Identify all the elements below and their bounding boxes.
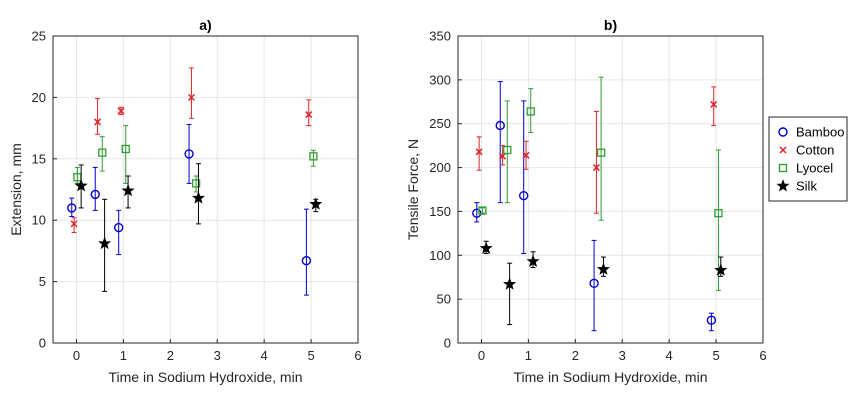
x-tick-label: 0 — [478, 348, 485, 363]
data-point — [117, 107, 125, 115]
data-point — [191, 179, 201, 188]
data-point — [184, 149, 194, 159]
legend-marker — [779, 146, 787, 154]
legend-marker — [778, 127, 788, 137]
data-point — [475, 148, 483, 156]
y-tick-label: 200 — [429, 160, 451, 175]
data-point — [495, 120, 505, 131]
legend-marker — [776, 179, 790, 192]
series-silk — [74, 163, 323, 292]
data-point — [301, 256, 312, 266]
x-tick-label: 6 — [759, 348, 766, 363]
series-silk — [479, 240, 728, 326]
data-point — [592, 164, 600, 172]
chart-title: a) — [199, 17, 211, 33]
chart-a: 0 1 2 3 4 5 6 0 5 10 15 20 25 a) Time in Sodium Hydrox… — [8, 17, 362, 385]
x-tick-label: 6 — [354, 348, 361, 363]
y-tick-label: 350 — [429, 29, 451, 44]
data-point — [526, 254, 540, 267]
x-tick-label: 3 — [214, 348, 221, 363]
data-point — [503, 145, 512, 155]
legend-label: Silk — [796, 179, 817, 194]
data-point — [305, 111, 313, 119]
series-cotton — [475, 86, 718, 214]
plot-border — [52, 35, 359, 344]
y-tick-label: 0 — [444, 336, 451, 351]
y-tick-label: 5 — [39, 274, 46, 289]
data-point — [187, 93, 195, 101]
data-point — [503, 277, 517, 290]
y-axis-label: Extension, mm — [8, 143, 24, 236]
data-point — [74, 178, 88, 192]
x-tick-label: 1 — [120, 348, 127, 363]
data-point — [596, 262, 610, 275]
x-tick-label: 1 — [525, 348, 532, 363]
x-tick-label: 0 — [73, 348, 80, 363]
data-point — [121, 144, 130, 154]
data-point — [309, 197, 323, 210]
x-tick-label: 4 — [666, 348, 673, 363]
series-bamboo — [472, 81, 717, 332]
data-point — [67, 203, 77, 213]
x-tick-label: 5 — [712, 348, 719, 363]
data-point — [589, 278, 599, 289]
data-point — [121, 183, 135, 197]
legend-label: Lyocel — [796, 161, 833, 176]
series-lyocel — [478, 76, 723, 291]
x-tick-label: 2 — [572, 348, 579, 363]
plot-area — [53, 36, 358, 343]
legend-marker — [778, 163, 788, 173]
data-point — [714, 209, 723, 218]
x-tick-label: 3 — [619, 348, 626, 363]
series-bamboo — [67, 123, 312, 296]
x-tick-label: 4 — [261, 348, 268, 363]
legend: Bamboo Cotton Lyocel Silk — [768, 116, 848, 202]
x-axis-label: Time in Sodium Hydroxide, min — [109, 369, 303, 385]
plot-area — [458, 36, 763, 343]
y-tick-label: 0 — [39, 336, 46, 351]
legend-label: Cotton — [796, 143, 834, 158]
data-point — [706, 315, 717, 325]
data-point — [90, 189, 100, 200]
data-point — [94, 118, 102, 126]
y-tick-label: 100 — [429, 248, 451, 263]
x-tick-label: 2 — [167, 348, 174, 363]
y-tick-label: 250 — [429, 116, 451, 131]
data-point — [518, 190, 529, 201]
y-axis-label: Tensile Force, N — [405, 139, 421, 240]
x-axis-label: Time in Sodium Hydroxide, min — [514, 369, 708, 385]
y-tick-label: 50 — [437, 292, 451, 307]
data-point — [522, 151, 530, 159]
data-point — [526, 107, 535, 116]
data-point — [479, 241, 493, 254]
y-tick-label: 25 — [32, 29, 46, 44]
y-tick-label: 10 — [32, 213, 46, 228]
y-tick-label: 300 — [429, 72, 451, 87]
data-point — [714, 263, 728, 276]
data-point — [478, 206, 487, 215]
data-point — [710, 100, 718, 108]
chart-title: b) — [604, 17, 617, 33]
series-cotton — [70, 67, 313, 233]
data-point — [70, 220, 78, 228]
x-tick-label: 5 — [307, 348, 314, 363]
y-tick-label: 150 — [429, 204, 451, 219]
series-lyocel — [73, 125, 318, 193]
data-point — [98, 148, 107, 157]
chart-b: 0 1 2 3 4 5 6 0 50 100 150 200 250 300 350 b) Time in So… — [405, 17, 848, 385]
legend-label: Bamboo — [796, 125, 844, 140]
data-point — [113, 222, 124, 233]
y-tick-label: 15 — [32, 151, 46, 166]
y-tick-label: 20 — [32, 90, 46, 105]
data-point — [98, 236, 112, 250]
data-point — [191, 191, 205, 204]
data-point — [596, 148, 606, 157]
plot-border — [457, 35, 764, 344]
data-point — [309, 152, 318, 161]
